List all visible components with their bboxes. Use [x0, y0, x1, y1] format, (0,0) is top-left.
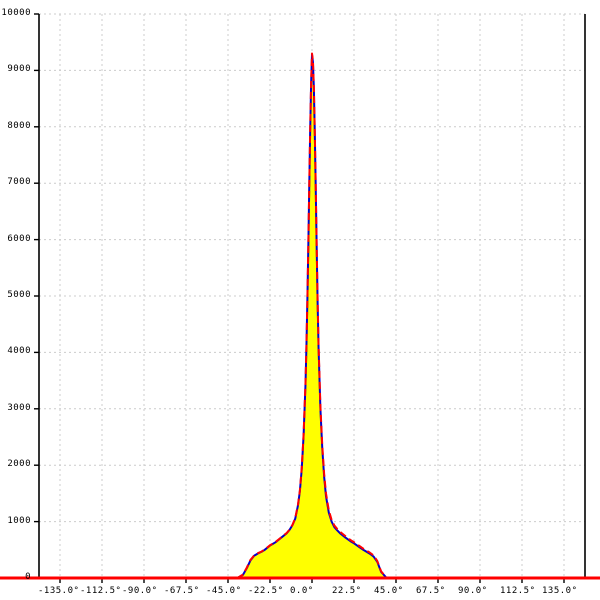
x-axis-tick-label: -112.5°: [80, 586, 122, 596]
x-axis-tick-label: -135.0°: [38, 586, 80, 596]
y-axis-tick-label: 2000: [7, 459, 31, 470]
x-axis-tick-label: 90.0°: [458, 586, 488, 596]
y-axis-tick-label: 9000: [7, 64, 31, 75]
y-axis-tick-label: 6000: [7, 233, 31, 244]
x-axis-tick-label: -45.0°: [206, 586, 242, 596]
y-axis-tick-label: 3000: [7, 402, 31, 413]
x-axis-tick-label: -90.0°: [122, 586, 158, 596]
x-axis-tick-label: -67.5°: [164, 586, 200, 596]
y-axis-tick-label: 1000: [7, 515, 31, 526]
x-axis-tick-label: 22.5°: [332, 586, 362, 596]
y-axis-tick-label: 5000: [7, 290, 31, 300]
x-axis-tick-label: 45.0°: [374, 586, 404, 596]
x-axis-tick-label: 67.5°: [416, 586, 446, 596]
y-axis-tick-label: 8000: [7, 120, 31, 131]
x-axis-tick-label: 135.0°: [542, 586, 578, 596]
x-axis-tick-label: 112.5°: [500, 586, 536, 596]
series-area-fill: [39, 53, 585, 579]
y-axis-tick-label: 0: [25, 572, 31, 582]
y-axis-tick-label: 10000: [1, 8, 31, 18]
y-axis-tick-label: 7000: [7, 177, 31, 188]
x-axis-tick-label: 0.0°: [290, 586, 314, 596]
y-axis-tick-label: 4000: [7, 346, 31, 357]
series-red-curve: [39, 52, 585, 579]
x-axis-tick-label: -22.5°: [248, 586, 284, 596]
